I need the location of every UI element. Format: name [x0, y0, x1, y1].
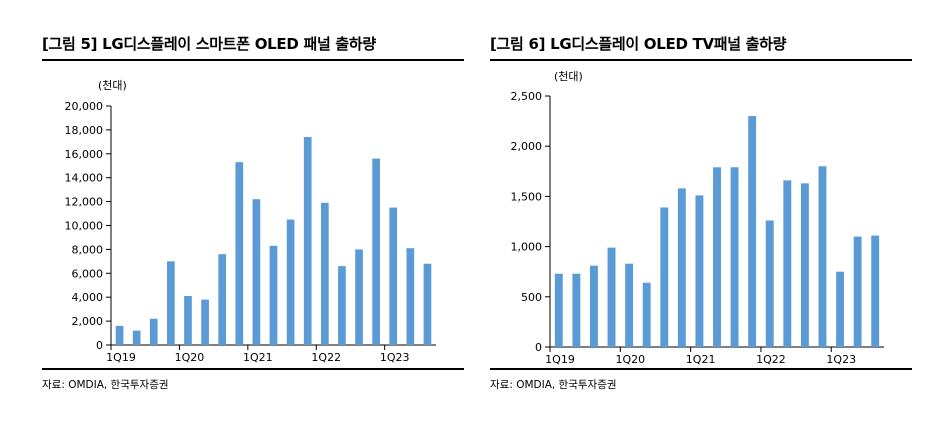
- chart-1-bar: [269, 245, 278, 345]
- chart-1-bar: [286, 219, 295, 345]
- chart-1-bar: [184, 296, 192, 345]
- chart-1-bar: [201, 299, 209, 345]
- chart-1-bar: [167, 261, 175, 345]
- chart-1-bar: [372, 158, 380, 345]
- chart-1-y-tick-label: 20,000: [65, 100, 104, 113]
- chart-2-bar: [713, 167, 721, 347]
- chart-1-y-tick-label: 6,000: [72, 267, 104, 280]
- chart-2-y-tick-label: 1,500: [511, 190, 543, 203]
- chart-2-x-tick-label: 1Q21: [686, 353, 716, 366]
- chart-1-bottom-rule: [42, 368, 464, 370]
- chart-1-bar: [389, 207, 398, 345]
- chart-1-y-tick-label: 18,000: [65, 124, 104, 137]
- chart-1-x-tick-label: 1Q22: [311, 351, 341, 364]
- chart-1-bar: [338, 266, 346, 345]
- chart-2-bar: [677, 188, 686, 347]
- chart-2-y-tick-label: 500: [521, 291, 542, 304]
- chart-1-bar: [303, 137, 312, 345]
- chart-1-bar: [132, 330, 141, 345]
- chart-1-y-tick-label: 10,000: [65, 220, 104, 233]
- chart-1-x-tick-label: 1Q23: [380, 351, 410, 364]
- chart-1-bar: [355, 249, 363, 345]
- chart-1-y-tick-label: 4,000: [72, 291, 104, 304]
- chart-1-y-tick-label: 8,000: [72, 243, 104, 256]
- chart-2-plot: (천대) 0 500 1,000 1,500 2,000 2,500 1Q19 1Q20 1Q21…: [511, 69, 884, 366]
- chart-2-y-tick-label: 2,000: [511, 140, 543, 153]
- chart-2-unit-label: (천대): [554, 69, 583, 83]
- chart-2-bottom-rule: [490, 368, 912, 370]
- chart-2-bar: [695, 195, 704, 347]
- chart-2-bar: [572, 273, 581, 347]
- chart-2-y-tick-label: 1,000: [511, 241, 543, 254]
- chart-2-bar: [765, 220, 774, 347]
- chart-2-x-tick-label: 1Q22: [756, 353, 786, 366]
- chart-2-bar: [783, 180, 792, 347]
- chart-2-bar: [853, 236, 862, 347]
- chart-1-bar: [149, 318, 158, 345]
- chart-2-x-tick-label: 1Q19: [545, 353, 575, 366]
- chart-2-bar: [554, 273, 563, 347]
- chart-2-bar: [642, 282, 651, 347]
- chart-panel-2: [그림 6] LG디스플레이 OLED TV패널 출하량 (천대) 0 500 1,0…: [470, 0, 945, 422]
- chart-panel-1: [그림 5] LG디스플레이 스마트폰 OLED 패널 출하량 (천대) 0 2,0…: [0, 0, 470, 422]
- chart-2-source: 자료: OMDIA, 한국투자증권: [490, 379, 617, 391]
- chart-1-x-tick-label: 1Q19: [106, 351, 136, 364]
- chart-2-bar: [836, 271, 845, 347]
- chart-1-title-rule: [42, 59, 464, 61]
- chart-2-x-tick-label: 1Q20: [615, 353, 645, 366]
- chart-2-y-tick-label: 0: [535, 341, 542, 354]
- chart-1-y-tick-label: 14,000: [65, 172, 104, 185]
- chart-2-bar: [660, 207, 669, 347]
- chart-1-y-tick-label: 16,000: [65, 148, 104, 161]
- chart-2-y-tick-label: 2,500: [511, 90, 543, 103]
- chart-2-title: [그림 6] LG디스플레이 OLED TV패널 출하량: [490, 35, 787, 53]
- chart-1-bar: [423, 263, 432, 345]
- chart-1-plot: (천대) 0 2,000 4,000 6,000 8,000 10,000 12,000 14,…: [65, 78, 436, 364]
- chart-2-x-tick-label: 1Q23: [826, 353, 856, 366]
- chart-1-source: 자료: OMDIA, 한국투자증권: [42, 379, 169, 391]
- chart-1-bar: [115, 325, 124, 345]
- chart-1-title: [그림 5] LG디스플레이 스마트폰 OLED 패널 출하량: [42, 35, 376, 53]
- chart-2-bar: [589, 265, 598, 347]
- chart-2-bar: [818, 166, 827, 347]
- chart-2-bar: [607, 247, 616, 347]
- chart-2-bar: [748, 116, 757, 347]
- chart-1-unit-label: (천대): [98, 78, 127, 92]
- chart-1-bar: [218, 254, 227, 345]
- chart-1-y-tick-label: 12,000: [65, 196, 104, 209]
- chart-2-bar: [625, 263, 634, 347]
- chart-1-x-tick-label: 1Q21: [243, 351, 273, 364]
- chart-2-bar: [730, 167, 739, 347]
- chart-1-bar: [235, 162, 244, 345]
- chart-1-bar: [252, 199, 261, 345]
- chart-1-y-tick-label: 0: [96, 339, 103, 352]
- chart-2-title-rule: [490, 59, 912, 61]
- chart-1-bar: [320, 202, 329, 345]
- chart-1-y-tick-label: 2,000: [72, 315, 104, 328]
- chart-2-bar: [871, 235, 880, 347]
- chart-1-bar: [406, 248, 415, 345]
- chart-2-bar: [800, 183, 809, 347]
- chart-1-x-tick-label: 1Q20: [175, 351, 205, 364]
